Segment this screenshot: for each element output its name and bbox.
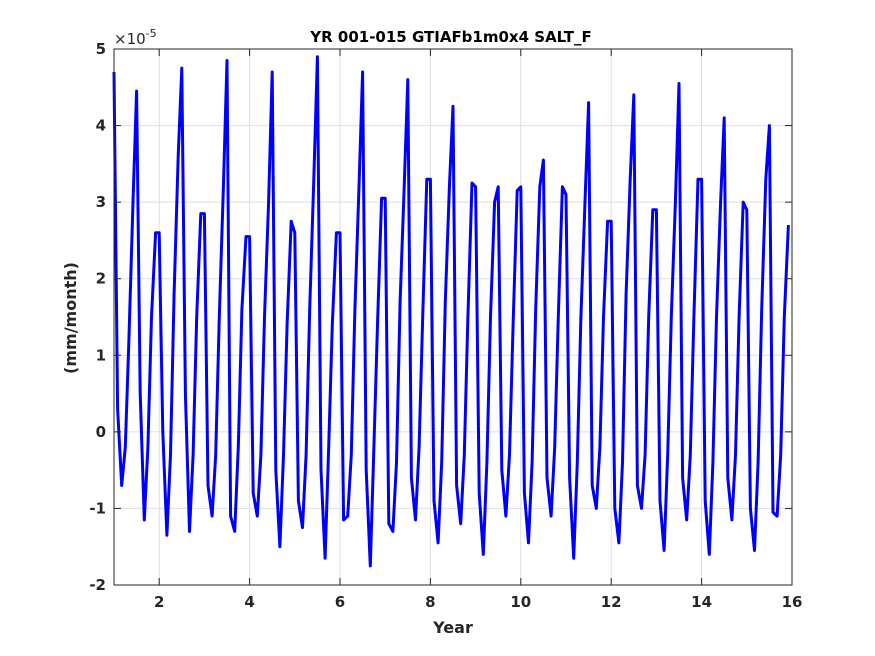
y-exponent-base: ×10 xyxy=(114,30,146,48)
y-tick-label: 1 xyxy=(96,346,106,364)
x-tick-label: 14 xyxy=(691,593,712,611)
x-tick-label: 16 xyxy=(782,593,803,611)
x-tick-label: 8 xyxy=(425,593,435,611)
plot-frame xyxy=(113,48,793,586)
x-tick-label: 10 xyxy=(510,593,531,611)
y-exponent-label: ×10-5 xyxy=(114,27,157,48)
chart-title: YR 001-015 GTIAFb1m0x4 SALT_F xyxy=(309,28,591,46)
series xyxy=(112,55,790,568)
y-tick-label: 4 xyxy=(96,117,106,135)
y-tick-label: 3 xyxy=(96,193,106,211)
x-axis-label: Year xyxy=(432,618,473,637)
y-exponent-power: -5 xyxy=(146,27,157,40)
y-axis-label: (mm/month) xyxy=(61,262,80,374)
y-tick-label: -1 xyxy=(89,499,106,517)
y-tick-label: 5 xyxy=(96,40,106,58)
ticks xyxy=(114,48,793,586)
y-tick-label: 2 xyxy=(96,270,106,288)
x-tick-label: 4 xyxy=(244,593,254,611)
x-tick-label: 12 xyxy=(601,593,622,611)
x-tick-label: 6 xyxy=(335,593,345,611)
y-tick-label: 0 xyxy=(96,423,106,441)
y-tick-label: -2 xyxy=(89,576,106,594)
x-tick-label: 2 xyxy=(154,593,164,611)
series-line xyxy=(112,55,790,568)
